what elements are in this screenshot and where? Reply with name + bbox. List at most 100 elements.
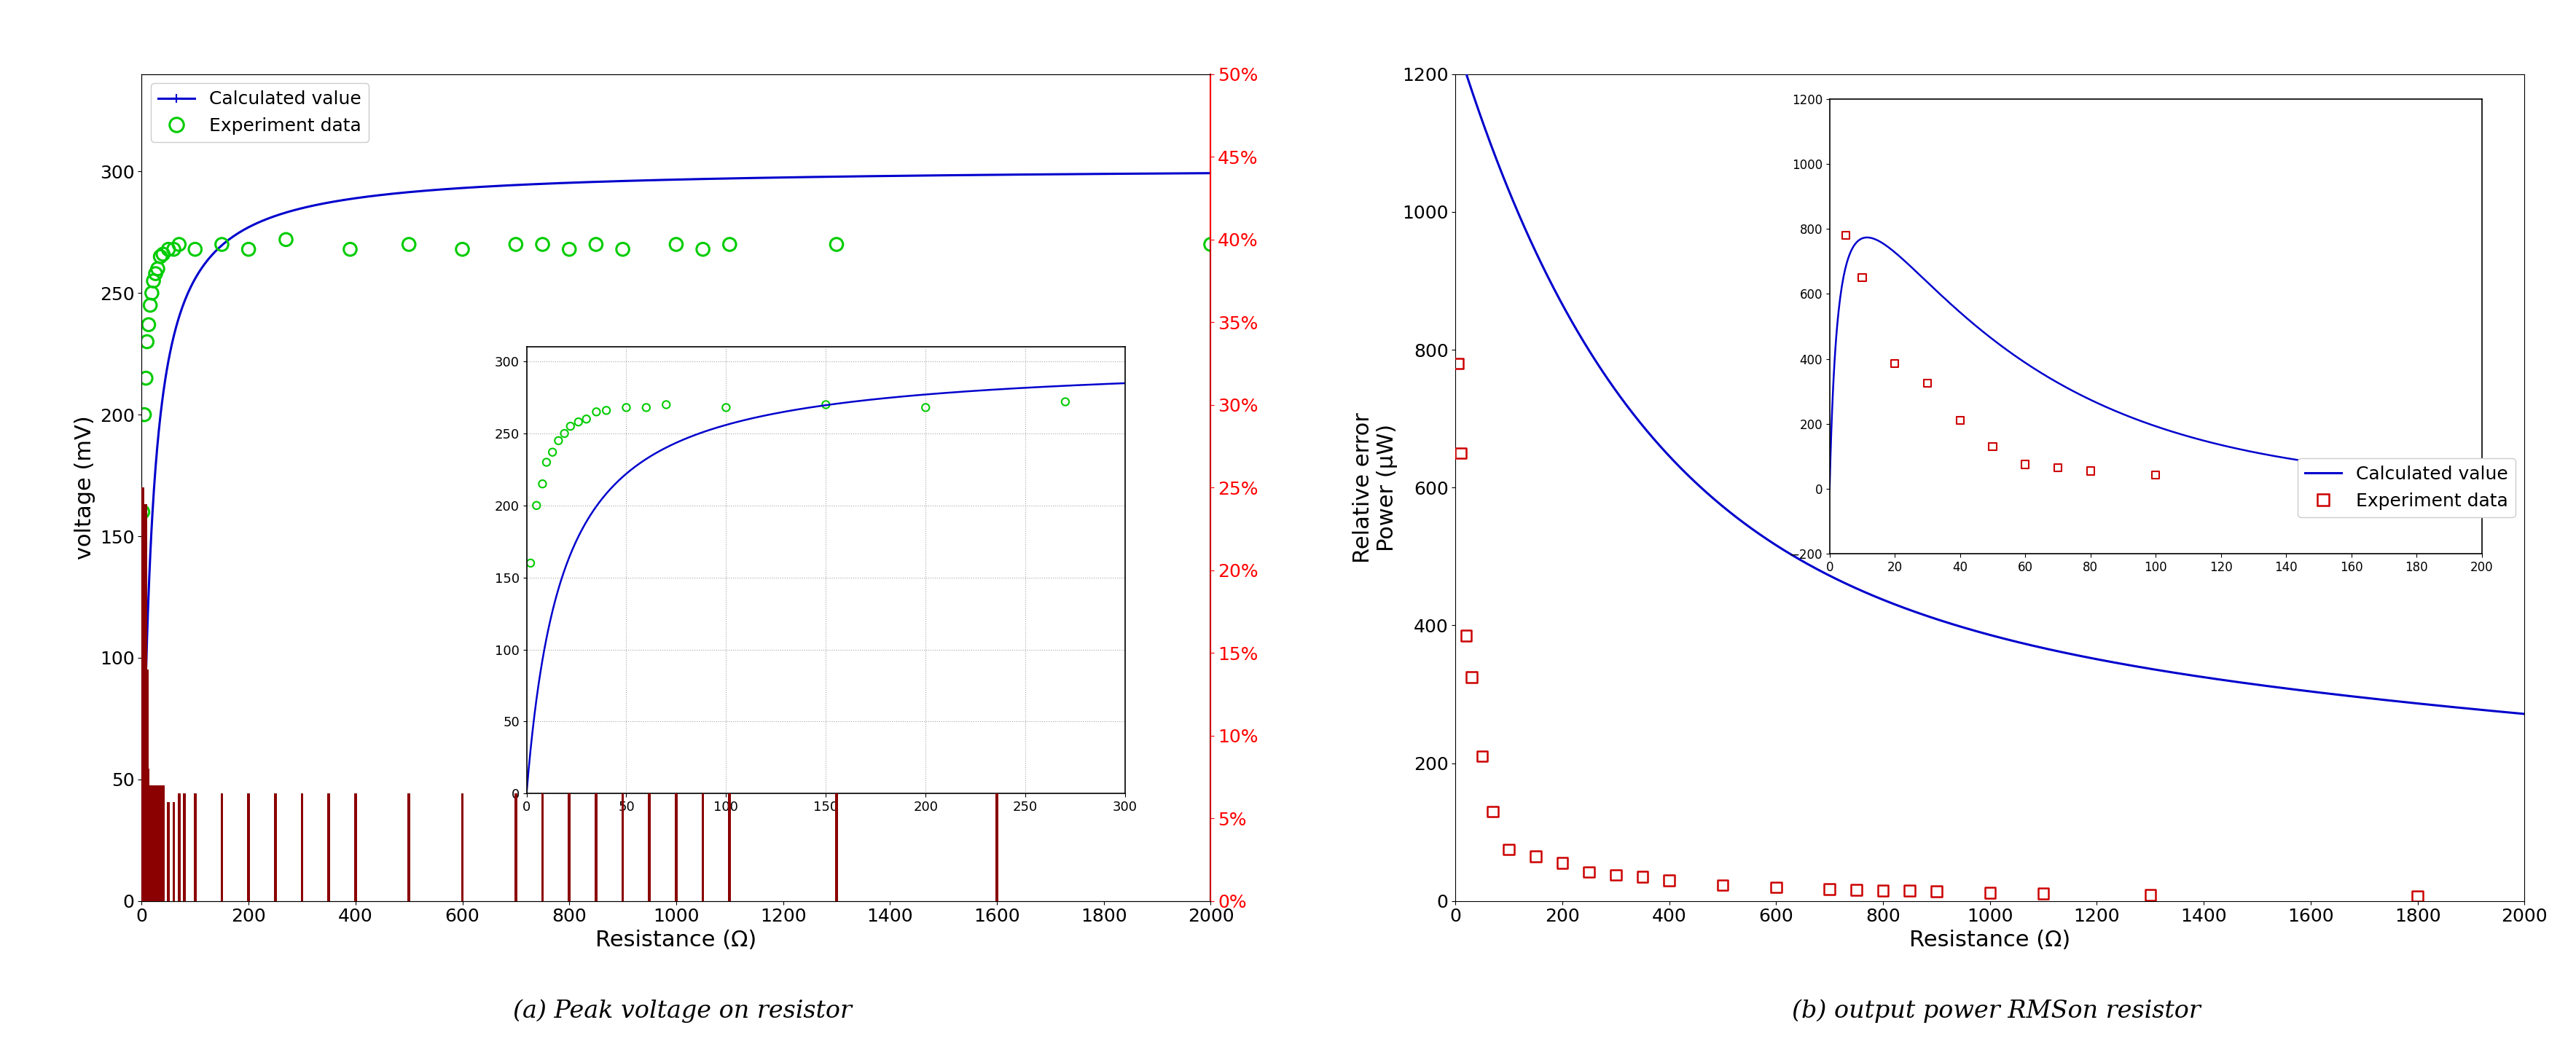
- Bar: [729, 794, 732, 901]
- Bar: [155, 785, 157, 901]
- Bar: [160, 785, 162, 901]
- Bar: [183, 794, 185, 901]
- Point: [139, 248, 180, 265]
- Point: [330, 241, 371, 258]
- Point: [134, 265, 175, 282]
- Bar: [178, 794, 180, 901]
- Bar: [621, 794, 623, 901]
- Point: [1649, 871, 1690, 888]
- Bar: [595, 794, 598, 901]
- Point: [160, 236, 201, 253]
- Bar: [541, 794, 544, 901]
- Point: [1917, 883, 1958, 900]
- Y-axis label: voltage (mV): voltage (mV): [75, 416, 95, 560]
- Point: [1440, 444, 1481, 461]
- Point: [2022, 885, 2063, 902]
- Bar: [152, 785, 155, 901]
- Legend: Calculated value, Experiment data: Calculated value, Experiment data: [2298, 458, 2514, 517]
- Point: [1450, 669, 1492, 686]
- Point: [2396, 887, 2437, 904]
- Bar: [701, 794, 703, 901]
- Bar: [994, 794, 999, 901]
- Bar: [147, 670, 149, 901]
- Bar: [1208, 240, 1213, 901]
- Bar: [407, 794, 410, 901]
- Text: (b) output power RMSon resistor: (b) output power RMSon resistor: [1793, 999, 2200, 1023]
- Bar: [152, 785, 155, 901]
- Point: [603, 241, 644, 258]
- Point: [1489, 841, 1530, 858]
- Point: [1968, 884, 2009, 901]
- Bar: [675, 794, 677, 901]
- Bar: [144, 505, 147, 901]
- Bar: [835, 794, 837, 901]
- Point: [443, 241, 484, 258]
- Point: [201, 236, 242, 253]
- Bar: [222, 794, 224, 901]
- Point: [549, 241, 590, 258]
- Bar: [155, 785, 157, 901]
- Point: [227, 241, 268, 258]
- Bar: [149, 785, 152, 901]
- Point: [265, 231, 307, 248]
- Point: [142, 246, 183, 263]
- Point: [175, 241, 216, 258]
- Point: [1445, 628, 1486, 644]
- Bar: [567, 794, 572, 901]
- Point: [1437, 355, 1479, 372]
- Point: [152, 241, 193, 258]
- X-axis label: Resistance (Ω): Resistance (Ω): [595, 930, 757, 951]
- Point: [126, 333, 167, 350]
- Bar: [301, 794, 304, 901]
- Bar: [193, 794, 196, 901]
- Point: [1888, 882, 1929, 899]
- Point: [1862, 882, 1904, 899]
- Bar: [167, 801, 170, 901]
- Point: [129, 316, 170, 333]
- Y-axis label: Relative error
Power (μW): Relative error Power (μW): [1352, 412, 1399, 563]
- Point: [1623, 868, 1664, 885]
- Bar: [147, 785, 149, 901]
- Text: (a) Peak voltage on resistor: (a) Peak voltage on resistor: [513, 999, 853, 1023]
- Point: [523, 236, 564, 253]
- Point: [1461, 748, 1502, 765]
- Bar: [515, 794, 518, 901]
- Bar: [142, 488, 144, 901]
- Bar: [149, 785, 152, 901]
- Point: [1703, 877, 1744, 894]
- Point: [817, 236, 858, 253]
- Point: [1837, 882, 1878, 899]
- Point: [126, 370, 167, 387]
- Point: [1808, 881, 1850, 898]
- Legend: Calculated value, Experiment data: Calculated value, Experiment data: [152, 84, 368, 142]
- Point: [1515, 848, 1556, 865]
- Point: [129, 297, 170, 314]
- Point: [147, 241, 188, 258]
- Point: [495, 236, 536, 253]
- Point: [683, 241, 724, 258]
- Bar: [247, 794, 250, 901]
- Point: [1473, 803, 1515, 820]
- Point: [131, 284, 173, 301]
- Bar: [162, 785, 165, 901]
- Bar: [327, 794, 330, 901]
- Point: [1595, 866, 1636, 883]
- Point: [1540, 854, 1582, 871]
- Point: [1569, 864, 1610, 881]
- Point: [574, 236, 616, 253]
- Bar: [649, 794, 652, 901]
- Bar: [173, 801, 175, 901]
- Bar: [157, 785, 160, 901]
- Point: [654, 236, 696, 253]
- Point: [708, 236, 750, 253]
- Bar: [144, 520, 147, 901]
- Point: [1754, 879, 1795, 896]
- Point: [121, 504, 162, 520]
- X-axis label: Resistance (Ω): Resistance (Ω): [1909, 930, 2071, 951]
- Point: [1190, 236, 1231, 253]
- Point: [134, 272, 175, 289]
- Bar: [461, 794, 464, 901]
- Bar: [147, 768, 149, 901]
- Bar: [353, 794, 358, 901]
- Point: [389, 236, 430, 253]
